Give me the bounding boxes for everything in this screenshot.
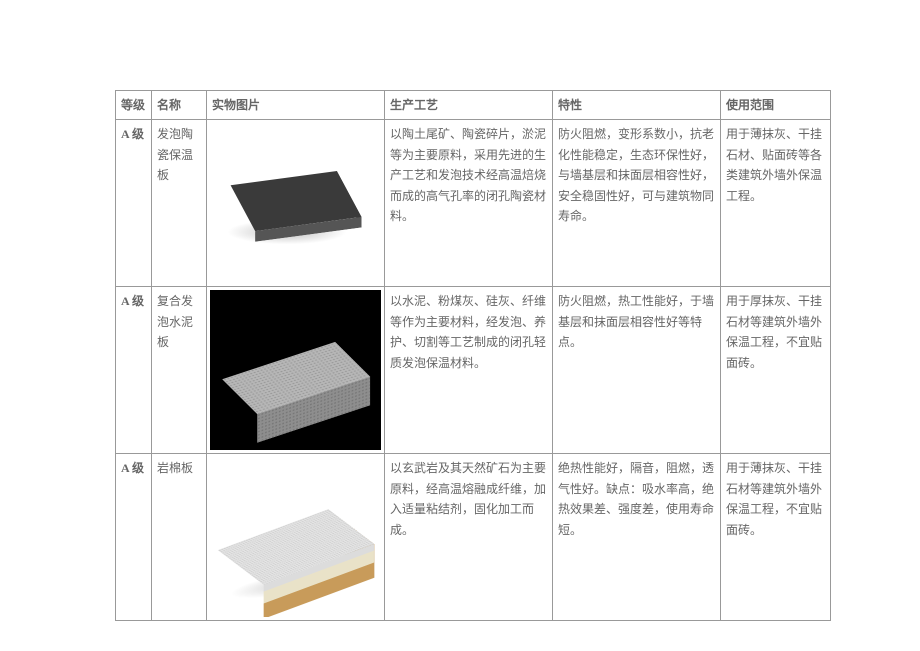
cell-image [207,120,385,287]
page-document: 等级 名称 实物图片 生产工艺 特性 使用范围 A 级 发泡陶瓷保温板 以陶土尾… [0,0,920,651]
cell-name: 发泡陶瓷保温板 [152,120,207,287]
product-image-rock-wool [210,457,381,617]
table-row: A 级 岩棉板 以玄武岩及其天然矿石为主要原料，经高温熔融成纤维，加入适量粘结剂… [116,454,831,621]
cell-image [207,454,385,621]
cell-usage: 用于厚抹灰、干挂石材等建筑外墙外保温工程，不宜贴面砖。 [721,287,831,454]
cell-usage: 用于薄抹灰、干挂石材等建筑外墙外保温工程，不宜贴面砖。 [721,454,831,621]
cell-property: 防火阻燃，变形系数小，抗老化性能稳定，生态环保性好，与墙基层和抹面层相容性好，安… [553,120,721,287]
table-row: A 级 复合发泡水泥板 以水泥、粉煤灰、硅灰、纤维等作为主要材料，经发泡、养护、… [116,287,831,454]
header-name: 名称 [152,91,207,120]
header-grade: 等级 [116,91,152,120]
header-image: 实物图片 [207,91,385,120]
cell-name: 岩棉板 [152,454,207,621]
cell-grade: A 级 [116,454,152,621]
cell-property: 绝热性能好，隔音，阻燃，透气性好。缺点：吸水率高，绝热效果差、强度差，使用寿命短… [553,454,721,621]
header-property: 特性 [553,91,721,120]
cell-usage: 用于薄抹灰、干挂石材、贴面砖等各类建筑外墙外保温工程。 [721,120,831,287]
cell-name: 复合发泡水泥板 [152,287,207,454]
header-process: 生产工艺 [385,91,553,120]
cell-grade: A 级 [116,287,152,454]
cell-process: 以玄武岩及其天然矿石为主要原料，经高温熔融成纤维，加入适量粘结剂，固化加工而成。 [385,454,553,621]
product-image-foam-cement [210,290,381,450]
header-usage: 使用范围 [721,91,831,120]
cell-grade: A 级 [116,120,152,287]
table-row: A 级 发泡陶瓷保温板 以陶土尾矿、陶瓷碎片，淤泥等为主要原料，采用先进的生产工… [116,120,831,287]
cell-process: 以陶土尾矿、陶瓷碎片，淤泥等为主要原料，采用先进的生产工艺和发泡技术经高温焙烧而… [385,120,553,287]
materials-table: 等级 名称 实物图片 生产工艺 特性 使用范围 A 级 发泡陶瓷保温板 以陶土尾… [115,90,831,621]
table-header-row: 等级 名称 实物图片 生产工艺 特性 使用范围 [116,91,831,120]
product-image-ceramic-foam [210,123,381,283]
cell-process: 以水泥、粉煤灰、硅灰、纤维等作为主要材料，经发泡、养护、切割等工艺制成的闭孔轻质… [385,287,553,454]
cell-image [207,287,385,454]
cell-property: 防火阻燃，热工性能好，于墙基层和抹面层相容性好等特点。 [553,287,721,454]
